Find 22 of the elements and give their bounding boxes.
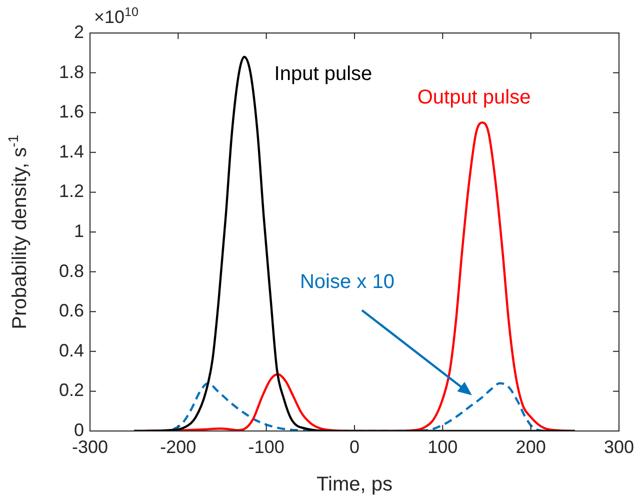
y-tick-label: 1.2 [58,181,84,202]
y-tick-label: 1 [74,220,84,241]
series-label: Output pulse [417,86,531,109]
y-tick-label: 2 [74,22,84,42]
x-tick-label: 300 [604,436,634,457]
y-tick-label: 1.4 [58,141,84,162]
y-axis-title: Probability density, s-1 [5,134,31,330]
x-tick-label: -200 [160,436,196,457]
y-tick-label: 0.6 [58,300,84,321]
y-tick-label: 1.8 [58,62,84,82]
y-tick-label: 0.4 [58,340,84,360]
x-axis-title: Time, ps [316,474,392,496]
series-label: Input pulse [274,62,372,85]
x-tick-label: 0 [349,436,360,457]
x-tick-label: 100 [428,436,458,457]
text: Noise x 10 [300,271,394,294]
line-series [132,56,576,431]
y-tick-label: 1.6 [58,102,84,122]
x-tick-label: 200 [516,436,546,457]
x-tick-label: -100 [248,436,284,457]
y-tick-label: 0.2 [58,380,84,400]
y-tick-label: 0.8 [58,260,84,281]
